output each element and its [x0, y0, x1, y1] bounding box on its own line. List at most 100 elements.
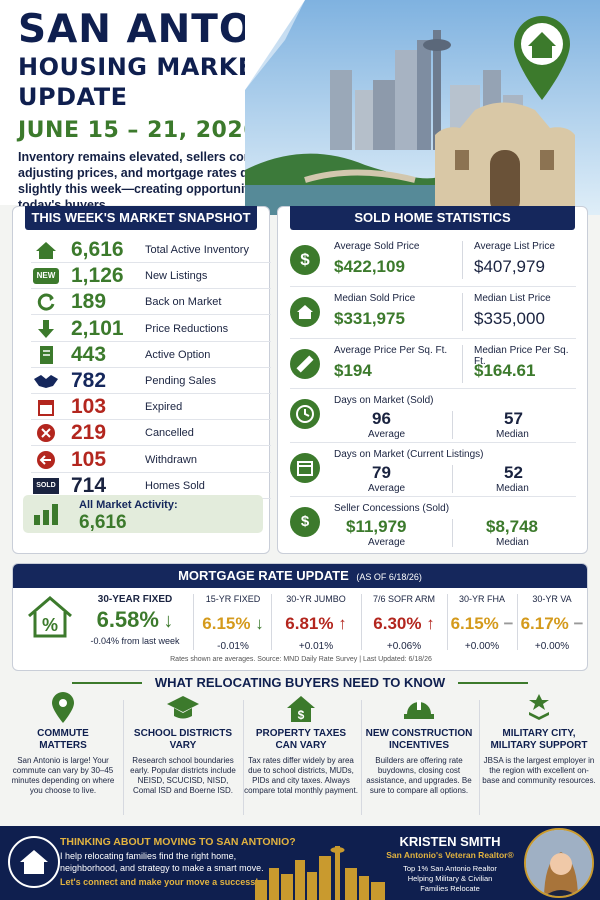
rate-label: 30-YR JUMBO [286, 594, 346, 604]
location-pin-icon [6, 692, 120, 724]
know-item-title: COMMUTE MATTERS [37, 728, 89, 751]
rate-arrow-icon: − [573, 614, 584, 633]
main-rate-change: -0.04% from last week [90, 636, 180, 646]
dom-sold-label: Days on Market (Sold) [334, 395, 434, 406]
snapshot-row: NEW 1,126 New Listings [31, 263, 271, 290]
know-item-title: NEW CONSTRUCTION INCENTIVES [365, 728, 473, 751]
header: SAN ANTONIO HOUSING MARKET UPDATE JUNE 1… [0, 0, 600, 215]
snapshot-row: 443 Active Option [31, 342, 271, 368]
avg-sold-row: $ Average Sold Price $422,109 Average Li… [290, 235, 576, 287]
snapshot-value: 1,126 [71, 264, 124, 288]
agent-title: San Antonio's Veteran Realtor® [386, 850, 514, 860]
med-list-value: $335,000 [474, 309, 545, 328]
snapshot-value: 443 [71, 342, 107, 366]
rate-label: 30-YR FHA [458, 594, 505, 604]
know-title: WHAT RELOCATING BUYERS NEED TO KNOW [154, 675, 446, 690]
rate-column: 15-YR FIXED 6.15% ↓ -0.01% [197, 594, 269, 652]
rate-column: 7/6 SOFR ARM 6.30% ↑ +0.06% [363, 594, 445, 652]
dom-current-label: Days on Market (Current Listings) [334, 449, 484, 460]
main-rate-label: 30-YEAR FIXED [97, 594, 173, 605]
arrow-down-icon [33, 319, 59, 339]
rate-column: 30-YR VA 6.17% − +0.00% [519, 594, 585, 652]
rate-footnote: Rates shown are averages. Source: MND Da… [170, 656, 432, 663]
rate-arrow-icon: − [503, 614, 514, 633]
withdrawn-icon [33, 450, 59, 470]
avg-sold-value: $422,109 [334, 257, 405, 276]
calendar-icon [290, 453, 320, 483]
agent-tag2: Helping Military & Civilian [407, 874, 493, 883]
snapshot-label: Cancelled [145, 427, 194, 440]
snapshot-panel: THIS WEEK'S MARKET SNAPSHOT 6,616 Total A… [12, 206, 271, 554]
house-dollar-icon: $ [244, 692, 358, 724]
snapshot-label: Price Reductions [145, 322, 229, 335]
concessions-row: $ Seller Concessions (Sold) $11,979 Aver… [290, 497, 576, 551]
snapshot-row: 2,101 Price Reductions [31, 316, 271, 342]
know-item: SCHOOL DISTRICTS VARY Research school boun… [126, 692, 240, 796]
snapshot-label: Total Active Inventory [145, 244, 249, 256]
snapshot-value: 103 [71, 395, 107, 419]
know-item-desc: Research school boundaries early. Popula… [130, 756, 236, 795]
all-activity-value: 6,616 [79, 512, 127, 533]
main-rate-block: 30-YEAR FIXED 6.58% ↓ -0.04% from last w… [79, 594, 191, 646]
concessions-med: $8,748 [486, 517, 538, 536]
dom-current-avg: 79 [372, 463, 391, 482]
mortgage-panel: MORTGAGE RATE UPDATE (AS OF 6/18/26) % 3… [12, 563, 588, 671]
snapshot-row: 219 Cancelled [31, 420, 271, 447]
svg-text:%: % [42, 615, 58, 635]
footer-line1: I help relocating families find the righ… [60, 851, 237, 861]
rate-label: 7/6 SOFR ARM [372, 594, 435, 604]
dom-sold-row: Days on Market (Sold) 96 Average 57 Medi… [290, 389, 576, 443]
know-section-title: WHAT RELOCATING BUYERS NEED TO KNOW [0, 674, 600, 692]
snapshot-value: 105 [71, 447, 107, 471]
know-item-desc: San Antonio is large! Your commute can v… [11, 756, 115, 795]
sold-sign-icon: SOLD [33, 476, 59, 496]
down-arrow-icon: ↓ [163, 610, 174, 632]
med-sold-value: $331,975 [334, 309, 405, 328]
rate-column: 30-YR FHA 6.15% − +0.00% [449, 594, 515, 652]
date-range: JUNE 15 – 21, 2026 [18, 118, 259, 143]
rate-value: 6.17% [520, 614, 569, 633]
med-ppsf-value: $164.61 [474, 361, 536, 380]
rate-change: +0.00% [464, 641, 500, 652]
rate-value: 6.30% [373, 614, 422, 633]
hard-hat-icon [362, 692, 476, 724]
median-sold-row: Median Sold Price $331,975 Median List P… [290, 287, 576, 339]
house-icon [33, 240, 59, 260]
med-sold-label: Median Sold Price [334, 293, 416, 304]
calendar-icon [33, 397, 59, 417]
know-item-desc: JBSA is the largest employer in the regi… [482, 756, 596, 785]
dom-sold-med: 57 [504, 409, 523, 428]
know-item: NEW CONSTRUCTION INCENTIVES Builders are o… [362, 692, 476, 796]
avg-sold-label: Average Sold Price [334, 241, 420, 252]
footer-house-icon [8, 836, 60, 888]
avg-list-label: Average List Price [474, 241, 555, 252]
know-item: MILITARY CITY, MILITARY SUPPORT JBSA is th… [482, 692, 596, 786]
snapshot-row: 105 Withdrawn [31, 447, 271, 473]
snapshot-label: New Listings [145, 270, 208, 283]
handshake-icon [33, 371, 59, 391]
concessions-avg-caption: Average [368, 537, 406, 548]
snapshot-title: THIS WEEK'S MARKET SNAPSHOT [25, 206, 257, 230]
graduation-cap-icon [126, 692, 240, 724]
all-activity-label: All Market Activity: [79, 499, 178, 511]
sold-stats-title: SOLD HOME STATISTICS [290, 206, 575, 230]
ppsf-label: Average Price Per Sq. Ft. [334, 345, 448, 356]
agent-name: KRISTEN SMITH [399, 834, 501, 849]
document-icon [33, 345, 59, 365]
rate-label: 30-YR VA [532, 594, 572, 604]
dom-sold-avg: 96 [372, 409, 391, 428]
know-item: COMMUTE MATTERS San Antonio is large! Your… [6, 692, 120, 796]
rate-arrow-icon: ↑ [338, 614, 347, 633]
agent-tag1: Top 1% San Antonio Realtor [403, 864, 497, 873]
med-ppsf-label: Median Price Per Sq. Ft. [474, 345, 569, 367]
snapshot-value: 6,616 [71, 238, 124, 261]
snapshot-row: 6,616 Total Active Inventory [31, 237, 271, 263]
rate-label: 15-YR FIXED [205, 594, 261, 604]
dom-sold-med-caption: Median [496, 429, 529, 440]
know-item-title: PROPERTY TAXES CAN VARY [255, 728, 347, 751]
agent-photo [524, 828, 594, 898]
dom-current-row: Days on Market (Current Listings) 79 Ave… [290, 443, 576, 497]
page-subtitle: HOUSING MARKET UPDATE [18, 53, 272, 111]
snapshot-row: 103 Expired [31, 394, 271, 421]
rate-column: 30-YR JUMBO 6.81% ↑ +0.01% [273, 594, 359, 652]
